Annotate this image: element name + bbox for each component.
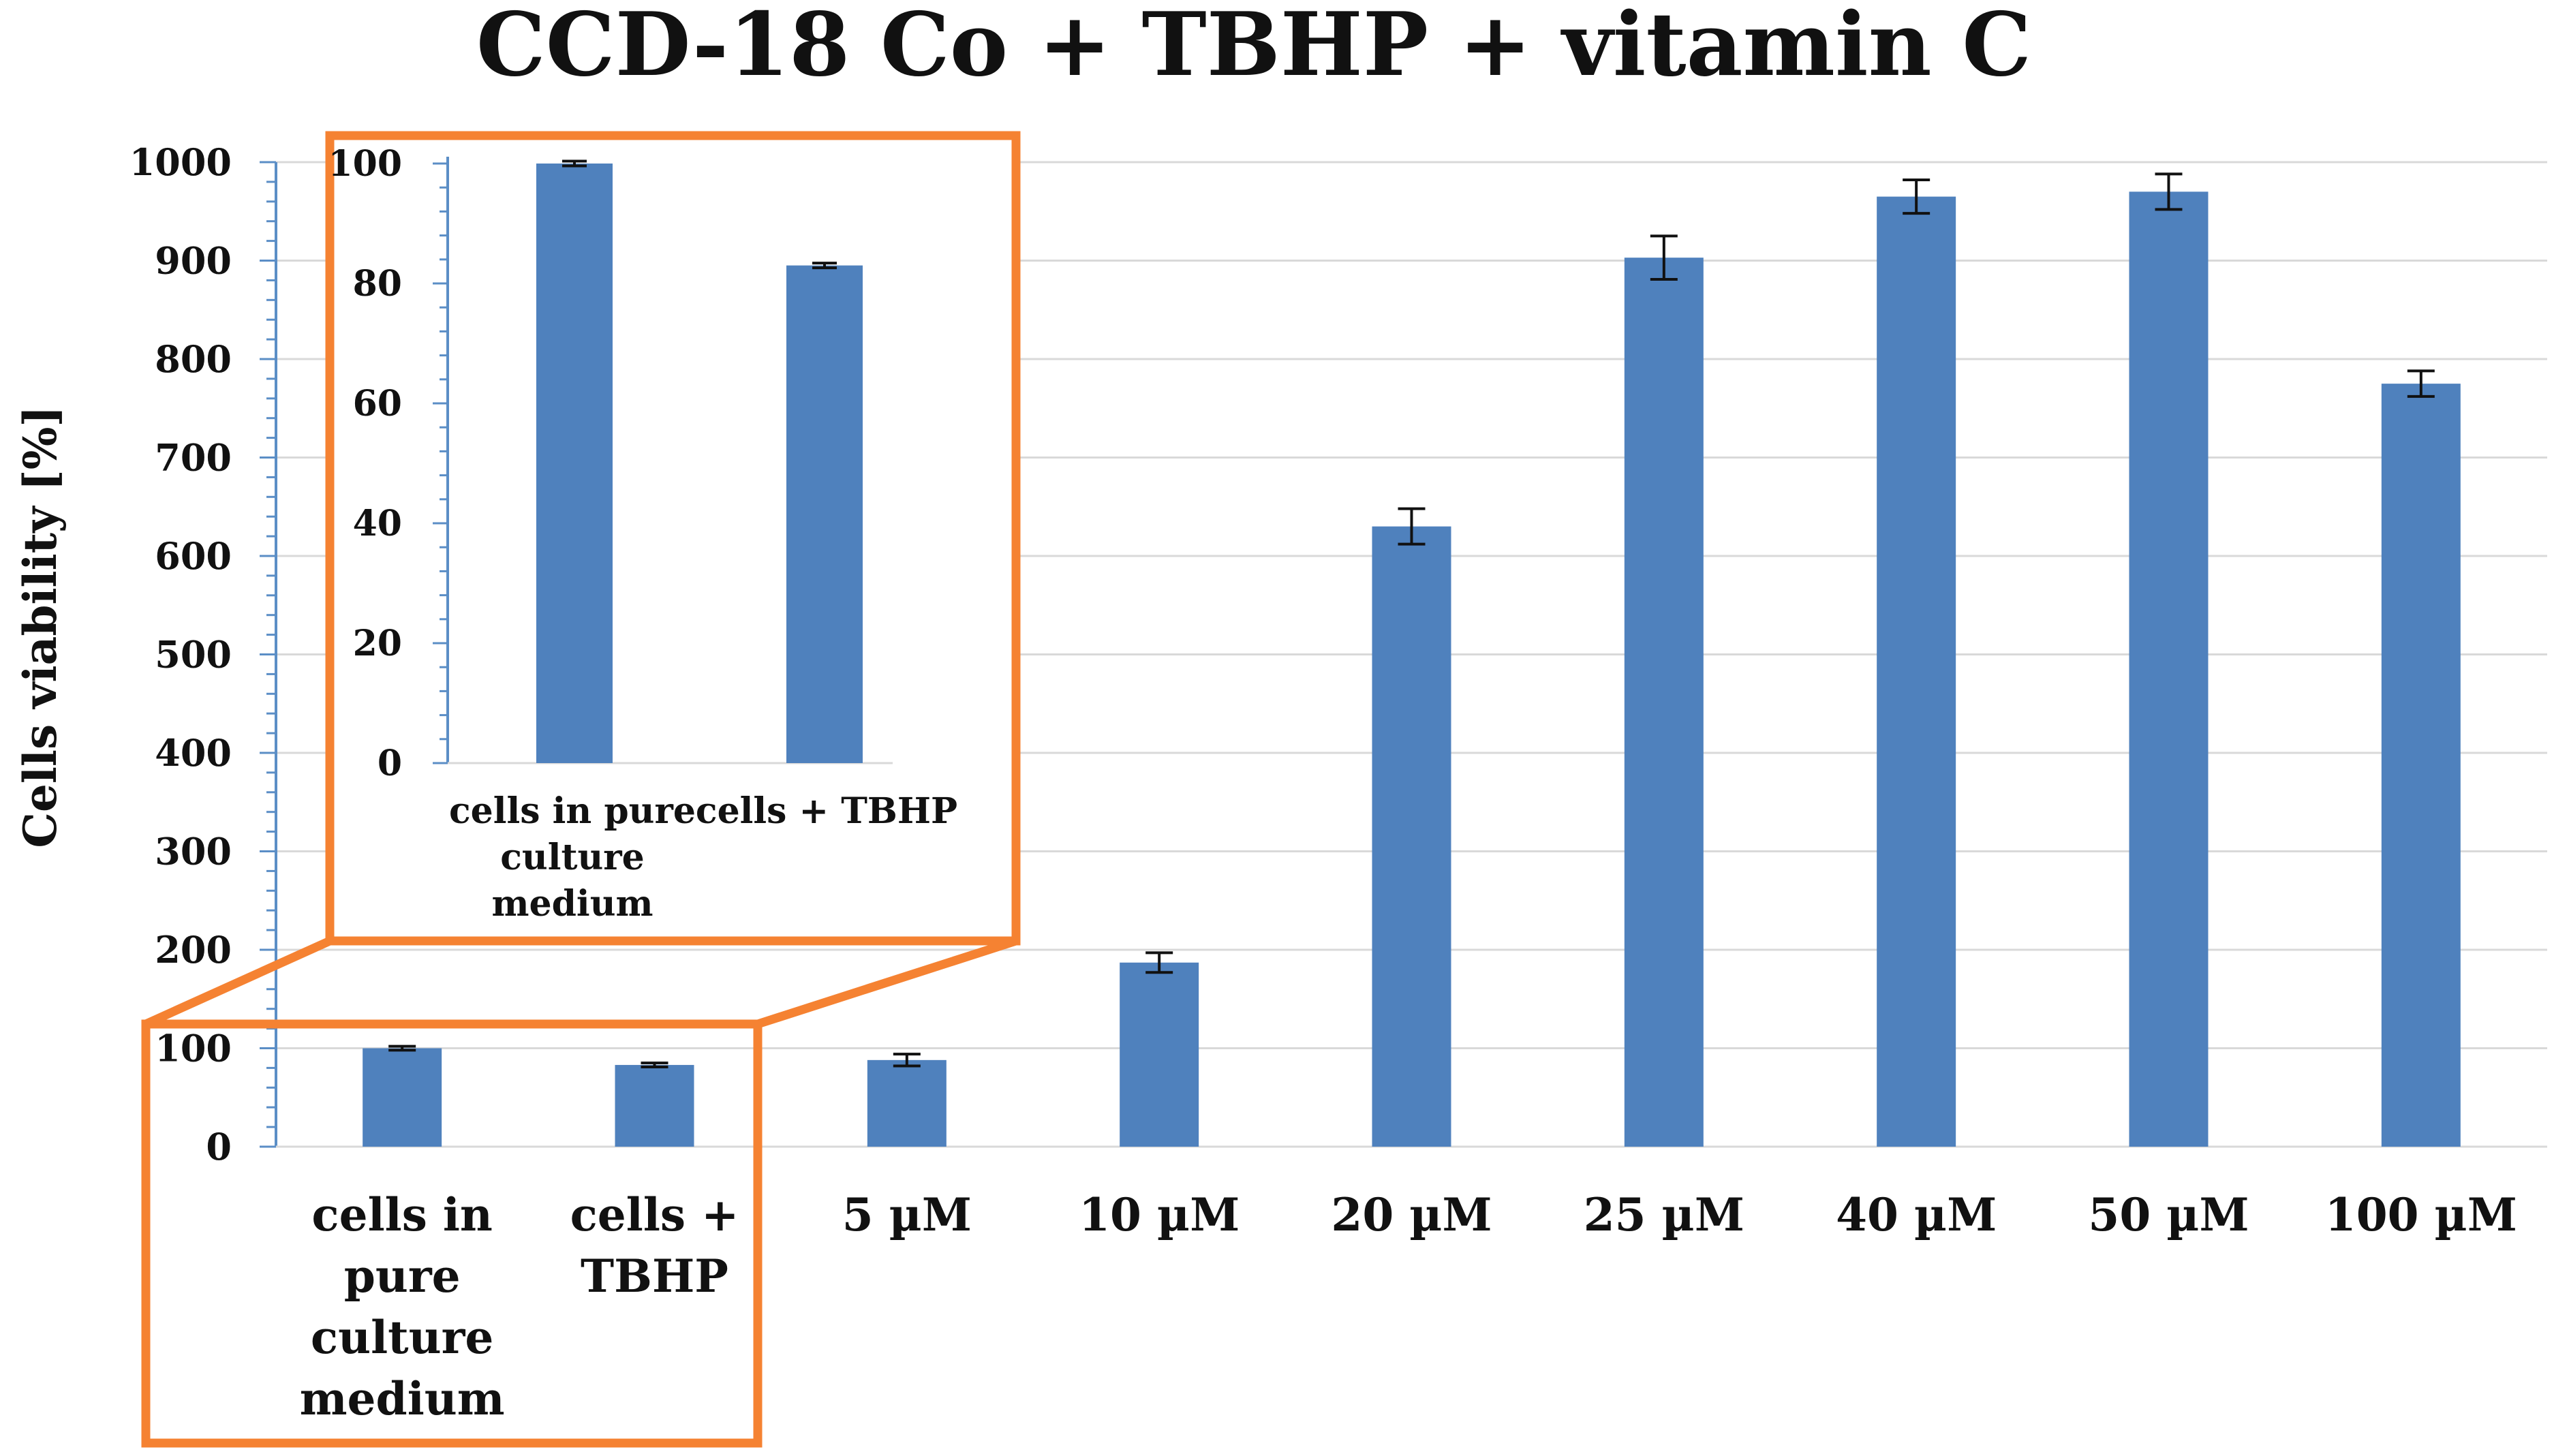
bar — [1372, 526, 1451, 1147]
main-y-tick-labels: 0 100 200 300 400 500 600 700 800 900 1000 — [129, 140, 232, 1168]
y-tick-label: 600 — [155, 534, 232, 578]
y-tick-label: 400 — [155, 731, 232, 775]
inset-y-tick-label: 80 — [353, 263, 402, 305]
x-category-label: TBHP — [581, 1250, 728, 1303]
bar — [1877, 196, 1956, 1147]
inset-y-tick-label: 100 — [328, 143, 402, 185]
y-tick-label: 1000 — [129, 140, 232, 184]
x-category-label: 100 µM — [2325, 1188, 2517, 1241]
inset-category-label: cells in pure — [449, 790, 696, 832]
y-tick-label: 100 — [155, 1027, 232, 1070]
inset-category-label: cells + TBHP — [696, 790, 957, 832]
main-category-labels: cells in pure culture medium cells + TBHP 5 µM… — [300, 1188, 2517, 1425]
x-category-label: culture — [311, 1311, 493, 1364]
x-category-label: medium — [300, 1372, 505, 1425]
inset-y-tick-label: 20 — [353, 623, 402, 664]
y-tick-label: 500 — [155, 633, 232, 677]
main-bars — [363, 172, 2461, 1147]
x-category-label: 25 µM — [1584, 1188, 1744, 1241]
y-tick-label: 0 — [206, 1125, 232, 1168]
x-category-label: 5 µM — [842, 1188, 972, 1241]
highlight-box — [141, 1019, 763, 1448]
bar — [867, 1059, 947, 1147]
bar — [615, 1065, 694, 1147]
inset-y-tick-label: 40 — [353, 503, 402, 544]
connector-line — [756, 936, 1017, 1029]
y-tick-label: 800 — [155, 337, 232, 381]
y-tick-label: 300 — [155, 830, 232, 873]
inset-bar — [536, 164, 613, 763]
x-category-label: cells in — [311, 1188, 493, 1241]
inset-category-label: culture — [500, 837, 645, 878]
inset-y-tick-label: 0 — [378, 743, 402, 784]
x-category-label: pure — [344, 1250, 461, 1303]
y-tick-label: 900 — [155, 239, 232, 283]
inset-frame — [325, 131, 1021, 946]
bar — [1120, 962, 1199, 1147]
y-tick-label: 700 — [155, 436, 232, 480]
x-category-label: 20 µM — [1331, 1188, 1492, 1241]
bar — [2129, 191, 2209, 1147]
x-category-label: 10 µM — [1079, 1188, 1240, 1241]
zoom-callout — [141, 936, 1017, 1448]
bar — [1624, 258, 1704, 1147]
inset-y-tick-label: 60 — [353, 383, 402, 424]
y-tick-label: 200 — [155, 928, 232, 972]
bar — [363, 1048, 442, 1147]
bar — [2381, 384, 2461, 1147]
x-category-label: 40 µM — [1836, 1188, 1997, 1241]
chart-title: CCD-18 Co + TBHP + vitamin C — [476, 0, 2031, 96]
y-axis-label: Cells viability [%] — [14, 405, 67, 848]
x-category-label: cells + — [570, 1188, 739, 1241]
inset-category-label: medium — [491, 883, 653, 925]
x-category-label: 50 µM — [2088, 1188, 2249, 1241]
inset-chart: 0 20 40 60 80 100 cells in pure culture medium ce… — [325, 131, 1021, 946]
inset-bar — [786, 265, 863, 764]
connector-line — [144, 937, 332, 1028]
